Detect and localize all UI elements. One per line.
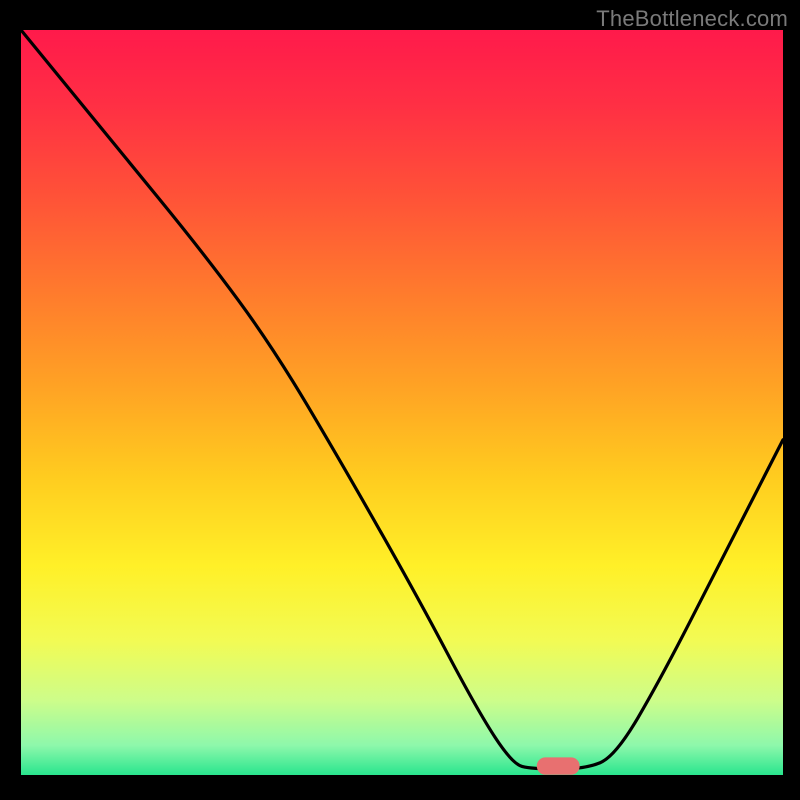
chart-wrap: TheBottleneck.com (0, 0, 800, 800)
bottleneck-chart (0, 0, 800, 800)
optimal-marker (537, 758, 579, 774)
watermark-text: TheBottleneck.com (596, 6, 788, 32)
